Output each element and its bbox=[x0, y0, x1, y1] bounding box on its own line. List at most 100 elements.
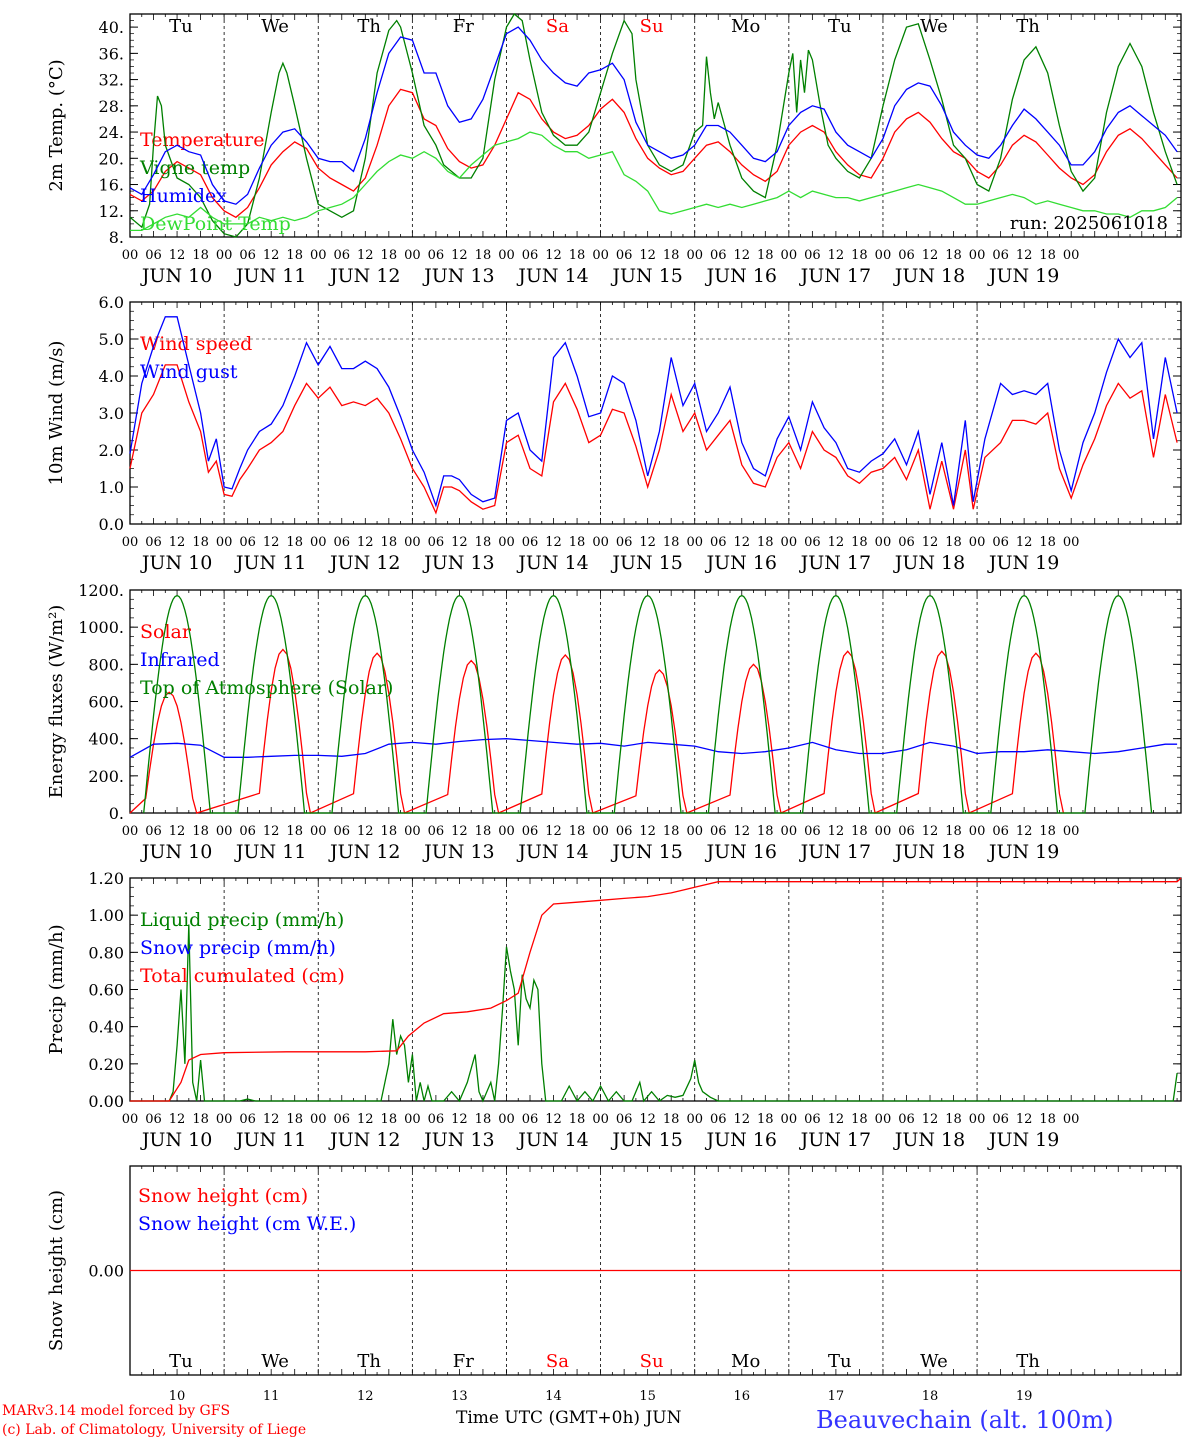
x-hour-label: 00 bbox=[404, 1112, 421, 1127]
x-hour-label: 00 bbox=[498, 1112, 515, 1127]
day-of-week-label: Fr bbox=[453, 1351, 474, 1372]
y-tick-label: 20. bbox=[99, 149, 124, 168]
x-date-label: JUN 14 bbox=[516, 265, 588, 287]
x-hour-label: 18 bbox=[475, 1112, 492, 1127]
x-hour-label: 00 bbox=[216, 535, 233, 550]
day-number-label: 14 bbox=[545, 1389, 562, 1404]
y-tick-label: 0.00 bbox=[88, 1092, 124, 1111]
x-date-label: JUN 19 bbox=[987, 552, 1059, 574]
panel-3: 0. 200. 400. 600. 800. 1000. 1200. Energy fluxe… bbox=[46, 581, 1182, 863]
y-tick-label: 32. bbox=[99, 71, 124, 90]
x-date-label: JUN 19 bbox=[987, 265, 1059, 287]
y-tick-label: 36. bbox=[99, 44, 124, 63]
x-hour-label: 18 bbox=[663, 535, 680, 550]
y-tick-label: 5.0 bbox=[99, 330, 124, 349]
panel-4: 0.00 0.20 0.40 0.60 0.80 1.00 1.20 Precip (mm/h… bbox=[46, 869, 1182, 1151]
x-hour-label: 12 bbox=[169, 1112, 186, 1127]
x-hour-label: 12 bbox=[169, 248, 186, 263]
y-tick-label: 2.0 bbox=[99, 441, 124, 460]
y-tick-label: 0. bbox=[109, 804, 124, 823]
x-hour-label: 00 bbox=[969, 1112, 986, 1127]
x-date-label: JUN 10 bbox=[140, 1129, 212, 1151]
x-hour-label: 06 bbox=[239, 1112, 256, 1127]
x-date-label: JUN 17 bbox=[799, 841, 871, 863]
x-hour-label: 00 bbox=[310, 1112, 327, 1127]
x-date-label: JUN 11 bbox=[234, 552, 306, 574]
series-line-red bbox=[129, 364, 1178, 515]
y-tick-label: 1.00 bbox=[88, 906, 124, 925]
x-hour-label: 00 bbox=[1063, 535, 1080, 550]
x-hour-label: 12 bbox=[357, 535, 374, 550]
x-hour-label: 18 bbox=[945, 824, 962, 839]
x-hour-label: 06 bbox=[710, 248, 727, 263]
x-hour-label: 00 bbox=[969, 824, 986, 839]
x-hour-label: 12 bbox=[639, 824, 656, 839]
x-date-label: JUN 10 bbox=[140, 552, 212, 574]
y-tick-label: 12. bbox=[99, 202, 124, 221]
x-date-label: JUN 15 bbox=[610, 1129, 682, 1151]
x-hour-label: 06 bbox=[333, 1112, 350, 1127]
x-hour-label: 12 bbox=[734, 248, 751, 263]
x-hour-label: 06 bbox=[522, 535, 539, 550]
x-date-label: JUN 11 bbox=[234, 841, 306, 863]
x-date-label: JUN 16 bbox=[705, 841, 777, 863]
x-hour-label: 00 bbox=[592, 824, 609, 839]
x-hour-label: 18 bbox=[851, 248, 868, 263]
x-date-label: JUN 17 bbox=[799, 265, 871, 287]
day-of-week-label: We bbox=[920, 1351, 948, 1372]
legend-entry: Vigne temp bbox=[139, 157, 250, 179]
day-of-week-label: Tu bbox=[169, 1351, 193, 1372]
x-hour-label: 18 bbox=[569, 248, 586, 263]
x-hour-label: 12 bbox=[828, 824, 845, 839]
x-hour-label: 12 bbox=[545, 535, 562, 550]
x-hour-label: 12 bbox=[263, 1112, 280, 1127]
x-hour-label: 18 bbox=[286, 824, 303, 839]
legend-entry: Wind gust bbox=[140, 361, 238, 383]
x-hour-label: 18 bbox=[1039, 1112, 1056, 1127]
x-hour-label: 12 bbox=[639, 248, 656, 263]
y-tick-label: 24. bbox=[99, 123, 124, 142]
series-line-red bbox=[129, 88, 1178, 219]
x-date-label: JUN 15 bbox=[610, 552, 682, 574]
x-date-label: JUN 17 bbox=[799, 1129, 871, 1151]
series-line-lightgreen bbox=[130, 131, 1178, 232]
x-hour-label: 06 bbox=[239, 248, 256, 263]
x-hour-label: 12 bbox=[828, 248, 845, 263]
day-of-week-label: Sa bbox=[546, 1351, 569, 1372]
lab-credit: (c) Lab. of Climatology, University of L… bbox=[2, 1422, 306, 1438]
day-number-label: 17 bbox=[828, 1389, 845, 1404]
x-hour-label: 06 bbox=[333, 824, 350, 839]
x-hour-label: 18 bbox=[945, 248, 962, 263]
x-date-label: JUN 12 bbox=[328, 265, 400, 287]
x-date-label: JUN 13 bbox=[422, 841, 494, 863]
day-of-week-label: Tu bbox=[828, 16, 852, 37]
x-hour-label: 12 bbox=[922, 248, 939, 263]
x-date-label: JUN 15 bbox=[610, 265, 682, 287]
day-of-week-label: Th bbox=[357, 1351, 381, 1372]
x-hour-label: 00 bbox=[781, 535, 798, 550]
x-hour-label: 06 bbox=[898, 824, 915, 839]
y-tick-label: 800. bbox=[88, 655, 124, 674]
x-hour-label: 12 bbox=[545, 248, 562, 263]
x-hour-label: 18 bbox=[851, 1112, 868, 1127]
x-hour-label: 12 bbox=[451, 248, 468, 263]
x-hour-label: 06 bbox=[898, 248, 915, 263]
x-hour-label: 12 bbox=[451, 535, 468, 550]
day-number-label: 15 bbox=[639, 1389, 656, 1404]
x-hour-label: 00 bbox=[1063, 1112, 1080, 1127]
x-hour-label: 06 bbox=[145, 1112, 162, 1127]
x-hour-label: 00 bbox=[216, 1112, 233, 1127]
x-hour-label: 00 bbox=[686, 824, 703, 839]
x-hour-label: 00 bbox=[1063, 824, 1080, 839]
x-hour-label: 18 bbox=[286, 248, 303, 263]
x-date-label: JUN 18 bbox=[893, 552, 965, 574]
x-date-label: JUN 12 bbox=[328, 552, 400, 574]
x-hour-label: 06 bbox=[239, 824, 256, 839]
x-hour-label: 18 bbox=[945, 535, 962, 550]
x-date-label: JUN 19 bbox=[987, 1129, 1059, 1151]
x-hour-label: 12 bbox=[734, 824, 751, 839]
series-line-red bbox=[130, 877, 1182, 1102]
series-line-green bbox=[143, 594, 1153, 814]
x-hour-label: 18 bbox=[192, 248, 209, 263]
y-tick-label: 40. bbox=[99, 18, 124, 37]
